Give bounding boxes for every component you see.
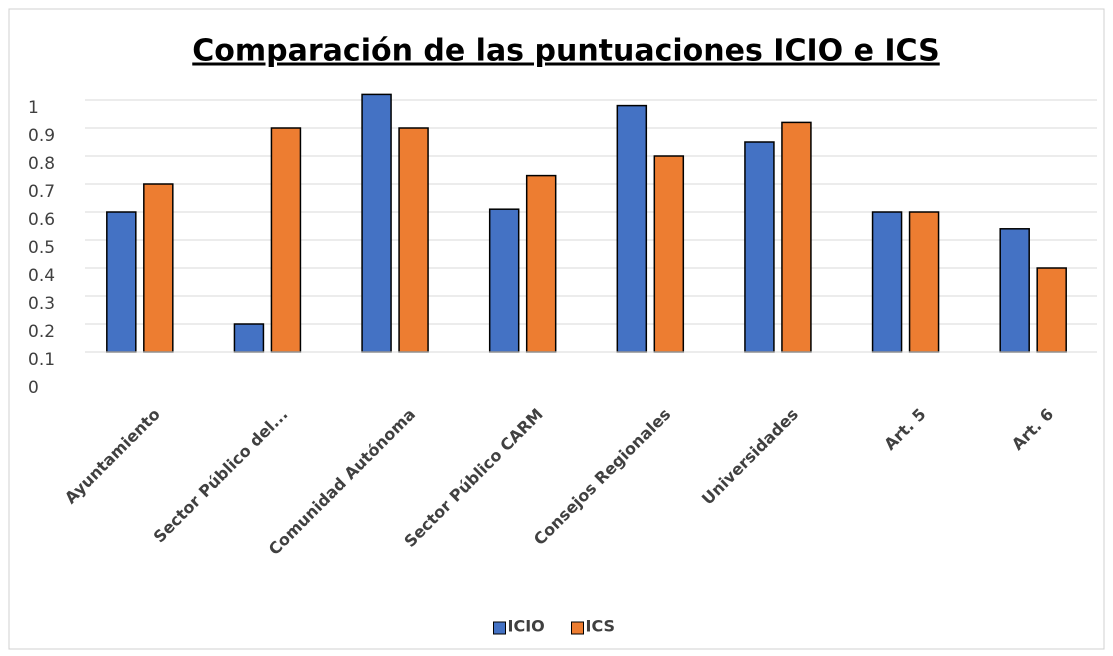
y-tick-label: 0.9 bbox=[28, 126, 55, 146]
chart-title: Comparación de las puntuaciones ICIO e I… bbox=[192, 34, 939, 69]
bar bbox=[525, 174, 557, 353]
y-tick-label: 0 bbox=[28, 378, 39, 398]
y-tick-label: 0.3 bbox=[28, 294, 55, 314]
bar bbox=[106, 211, 137, 353]
bar bbox=[616, 104, 648, 353]
bar bbox=[143, 183, 174, 353]
bar bbox=[488, 208, 520, 353]
legend-label: ICIO bbox=[508, 617, 545, 636]
y-tick-label: 0.5 bbox=[28, 238, 55, 258]
bar bbox=[871, 211, 903, 353]
y-tick-label: 0.4 bbox=[28, 266, 55, 286]
bar bbox=[233, 323, 265, 353]
legend-label: ICS bbox=[586, 617, 616, 636]
bar bbox=[781, 121, 812, 353]
y-tick-label: 0.2 bbox=[28, 322, 55, 342]
y-tick-label: 0.8 bbox=[28, 154, 55, 174]
bar bbox=[398, 127, 429, 353]
bar bbox=[908, 211, 940, 353]
legend-swatch bbox=[493, 621, 506, 635]
y-tick-label: 0.7 bbox=[28, 182, 55, 202]
bar bbox=[1036, 267, 1067, 353]
bar bbox=[270, 127, 302, 353]
legend-swatch bbox=[571, 621, 584, 635]
bar bbox=[653, 155, 685, 353]
y-tick-label: 0.6 bbox=[28, 210, 55, 230]
bar bbox=[999, 228, 1030, 353]
y-tick-label: 0.1 bbox=[28, 350, 55, 370]
bar bbox=[361, 93, 392, 353]
bar bbox=[744, 141, 775, 353]
y-tick-label: 1 bbox=[28, 98, 39, 118]
